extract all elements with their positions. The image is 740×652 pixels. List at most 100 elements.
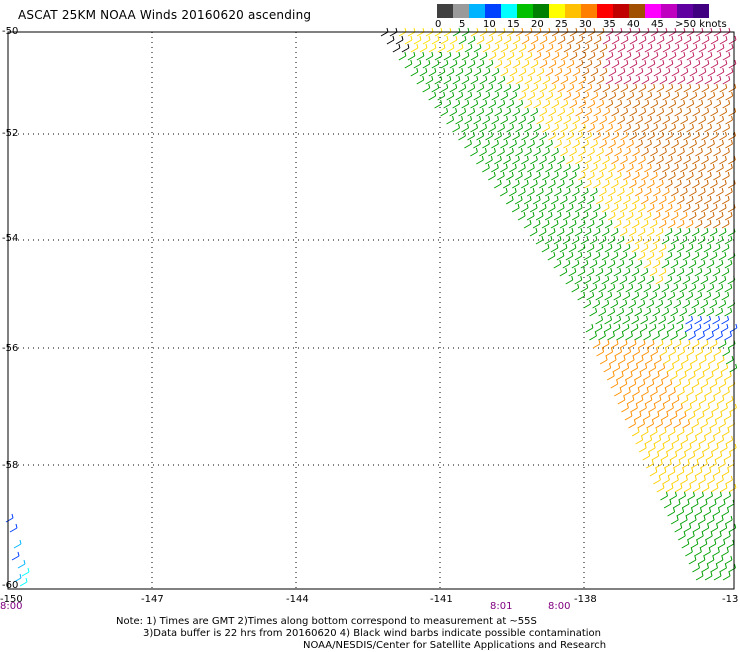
wind-barb [617,43,626,53]
wind-barb [704,147,712,157]
wind-barb [553,235,562,245]
wind-barb [604,291,613,301]
wind-barb [680,475,688,485]
wind-barb [536,43,545,53]
wind-barb [616,211,625,221]
wind-barb [578,99,587,109]
wind-barb [503,131,511,141]
wind-barb [676,467,685,477]
wind-barb [687,491,695,501]
wind-barb [667,195,676,205]
wind-barb [485,59,494,69]
wind-barb [593,131,601,141]
wind-barb [721,219,730,229]
wind-barb [604,267,613,277]
wind-barb [722,147,730,157]
wind-barb [491,67,500,77]
wind-barb [647,131,655,141]
wind-barb [641,99,650,109]
wind-barb [467,59,476,69]
wind-barb [673,379,682,389]
wind-barb [611,35,620,45]
wind-barb [668,123,676,133]
wind-barb [630,323,639,333]
wind-barb [718,227,727,237]
wind-barb [729,403,737,413]
wind-barb [626,163,634,173]
wind-barb [605,147,613,157]
wind-barb [700,275,709,285]
wind-barb [641,347,650,357]
wind-barb [646,251,655,261]
legend-swatch [597,4,613,18]
wind-barb [539,83,548,93]
wind-barb [712,427,721,437]
wind-barb [428,91,437,101]
wind-barb [701,131,709,141]
wind-barb [575,107,584,117]
map-frame [7,31,735,590]
wind-barb [632,51,641,61]
wind-barb [509,139,517,149]
map-title: ASCAT 25KM NOAA Winds 20160620 ascending [18,8,312,22]
wind-barb [554,115,563,125]
wind-barb [545,115,554,125]
wind-barb [464,115,473,125]
wind-barb [493,179,502,189]
wind-barb [511,203,520,213]
wind-barb [598,307,607,317]
wind-barb [563,139,571,149]
wind-barb [729,323,738,333]
wind-barb [707,91,716,101]
wind-barb [701,483,710,493]
wind-barb [650,147,658,157]
wind-barb [649,291,658,301]
wind-barb [686,347,695,357]
wind-barb [551,75,560,85]
wind-barb [644,91,653,101]
wind-barb [574,203,583,213]
wind-barb [685,219,694,229]
wind-barb [640,243,649,253]
wind-barb [485,107,494,117]
wind-barb [653,435,662,445]
wind-barb [697,259,706,269]
wind-barb [662,139,670,149]
wind-barb [700,179,709,189]
wind-barb [485,155,493,165]
wind-barb [646,227,655,237]
wind-barb [599,67,608,77]
wind-barb [544,235,553,245]
wind-barb [577,291,586,301]
wind-barb [568,219,577,229]
wind-barb [578,27,587,37]
wind-barb [623,387,631,397]
wind-barb [682,275,691,285]
wind-barb [665,155,673,165]
wind-barb [598,331,606,341]
wind-barb [728,59,737,69]
wind-barb [628,379,637,389]
wind-barb [712,315,721,325]
wind-barb [512,83,521,93]
wind-barb [605,99,614,109]
wind-barb [416,27,425,37]
wind-barb [613,195,622,205]
wind-barb [701,59,710,69]
wind-barb [713,347,722,357]
wind-barb [422,83,431,93]
wind-barb [712,267,721,277]
wind-barb [719,59,728,69]
wind-barb [617,355,626,365]
wind-barb [502,179,511,189]
wind-barb [509,43,518,53]
wind-barb [574,227,583,237]
wind-barb [443,75,452,85]
wind-barb [17,559,26,569]
wind-barb [533,27,542,37]
wind-barb [491,115,500,125]
wind-barb [697,235,706,245]
wind-barb [583,179,592,189]
wind-barb [678,411,687,421]
wind-barb [693,403,701,413]
